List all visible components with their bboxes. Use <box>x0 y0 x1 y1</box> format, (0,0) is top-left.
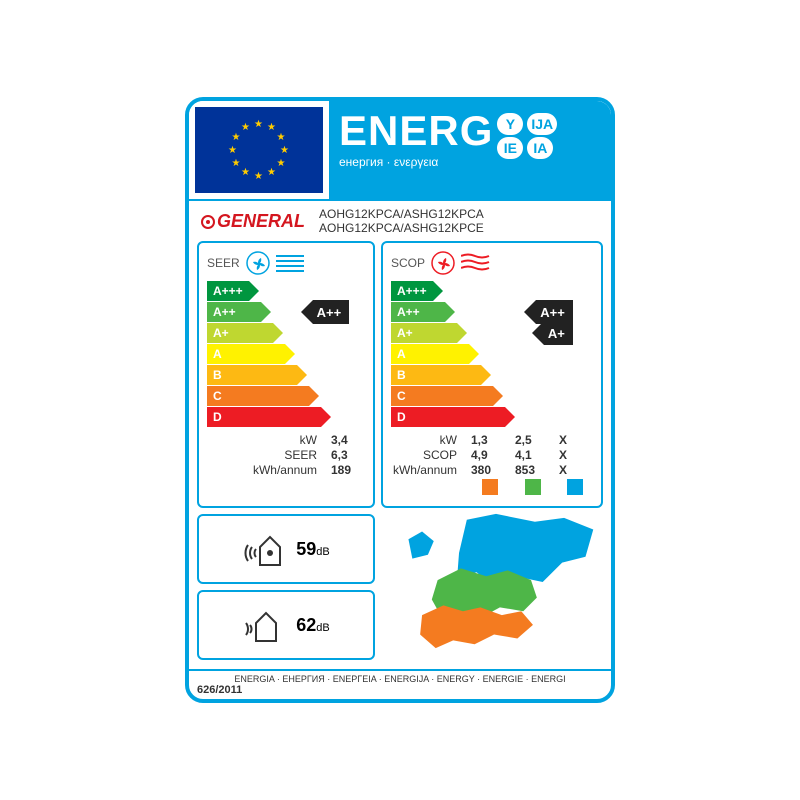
seer-specs: kW3,4SEER6,3kWh/annum189 <box>207 433 365 477</box>
pill-ia: IA <box>527 137 553 159</box>
brand-row: GENERAL AOHG12KPCA/ASHG12KPCA AOHG12KPCA… <box>189 199 611 242</box>
footer: ENERGIA · ЕНЕРГИЯ · ΕΝΕΡΓΕΙΑ · ENERGIJA … <box>189 669 611 699</box>
region-cold-icon <box>567 479 583 495</box>
energ-title-block: ENERG Y IJA IE IA енергия · ενεργεια <box>329 101 611 199</box>
region-warm-icon <box>482 479 498 495</box>
indoor-sound-box: 59dB <box>197 514 375 584</box>
regulation-number: 626/2011 <box>197 684 603 696</box>
model-numbers: AOHG12KPCA/ASHG12KPCA AOHG12KPCA/ASHG12K… <box>319 207 484 236</box>
eu-flag: ★★★★★★★★★★★★ <box>195 107 323 193</box>
outdoor-sound-icon <box>242 603 286 647</box>
scop-title: SCOP <box>391 256 425 270</box>
seer-title: SEER <box>207 256 240 270</box>
europe-map-icon <box>389 508 603 658</box>
pill-y: Y <box>497 113 523 135</box>
model-2: AOHG12KPCA/ASHG12KPCE <box>319 221 484 235</box>
energy-label: ★★★★★★★★★★★★ ENERG Y IJA IE IA енергия ·… <box>185 97 615 704</box>
indoor-sound-value: 59dB <box>296 539 330 560</box>
cool-waves-icon <box>276 253 306 273</box>
scop-class-scale: A+++A++A++A+A+ABCD <box>391 281 573 427</box>
pill-ie: IE <box>497 137 523 159</box>
outdoor-sound-box: 62dB <box>197 590 375 660</box>
pill-ija: IJA <box>527 113 557 135</box>
brand-logo: GENERAL <box>201 211 305 232</box>
model-1: AOHG12KPCA/ASHG12KPCA <box>319 207 484 221</box>
fan-icon <box>431 251 455 275</box>
footer-languages: ENERGIA · ЕНЕРГИЯ · ΕΝΕΡΓΕΙΑ · ENERGIJA … <box>197 674 603 684</box>
scop-panel: SCOP A+++A++A++A+A+ABCD kW1,32,5XSCOP4,9… <box>381 241 603 508</box>
energ-title: ENERG <box>339 107 493 155</box>
indoor-sound-icon <box>242 527 286 571</box>
outdoor-sound-value: 62dB <box>296 615 330 636</box>
region-avg-icon <box>525 479 541 495</box>
seer-panel: SEER A+++A++A++A+ABCD kW3,4SEER6,3kWh/an… <box>197 241 375 508</box>
fan-icon <box>246 251 270 275</box>
brand-text: GENERAL <box>217 211 305 231</box>
seer-class-scale: A+++A++A++A+ABCD <box>207 281 349 427</box>
energ-subtitle: енергия · ενεργεια <box>339 155 601 169</box>
heat-waves-icon <box>461 253 491 273</box>
header: ★★★★★★★★★★★★ ENERG Y IJA IE IA енергия ·… <box>189 101 611 199</box>
climate-map <box>389 508 603 663</box>
scop-specs: kW1,32,5XSCOP4,94,1XkWh/annum380853X <box>391 433 593 477</box>
region-legend <box>391 479 593 500</box>
